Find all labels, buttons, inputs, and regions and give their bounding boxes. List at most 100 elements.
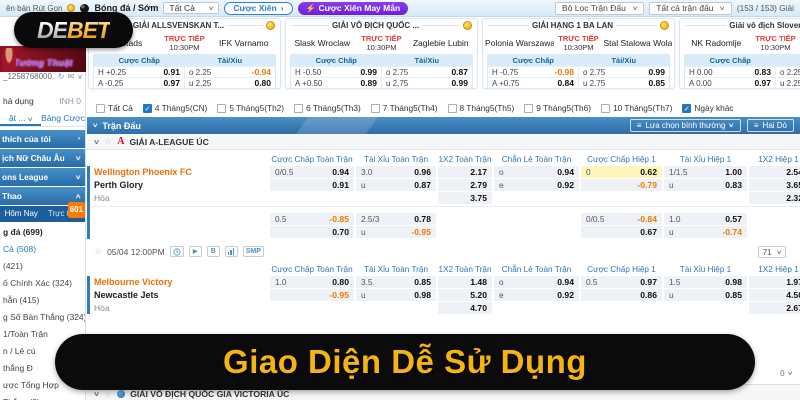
odds-cell[interactable]: 0.5 -0.85 (270, 213, 354, 225)
sidebar-market-item[interactable]: hẵn (415) (3, 294, 40, 305)
over-under-odds-cell[interactable]: u 2.25 0.80 (184, 78, 275, 88)
sidebar-market-item[interactable]: g Số Bàn Thắng (324) (3, 311, 86, 322)
match-filter-select[interactable]: Bộ Lọc Trận Đấu ∨ (555, 1, 645, 15)
two-line-mode-button[interactable]: ≡ Hai Dò (746, 119, 794, 132)
odds-cell[interactable]: 2.5/3 0.78 (356, 213, 436, 225)
over-under-odds-cell[interactable]: u 2.75 0.85 (578, 78, 669, 88)
odds-cell[interactable]: 2.79 (438, 179, 492, 191)
checkbox-icon[interactable] (524, 103, 534, 113)
odds-cell[interactable]: 5.20 (438, 289, 492, 301)
clock-icon[interactable] (169, 246, 184, 257)
odds-cell[interactable]: u 0.98 (356, 289, 436, 301)
odds-cell[interactable]: 0/0.5 -0.84 (581, 213, 662, 225)
match-card[interactable]: Giải vô địch Slovenia NK Radomlje TRỰC T… (679, 18, 800, 89)
odds-cell[interactable]: u 0.87 (356, 179, 436, 191)
over-under-odds-cell[interactable]: o 2.75 0.87 (381, 67, 472, 77)
parlay-button[interactable]: Cược Xiên › (224, 1, 293, 15)
checkbox-icon[interactable] (294, 103, 304, 113)
odds-cell[interactable]: e 0.92 (494, 289, 579, 301)
league-section-header[interactable]: ∨ ☆ A GIẢI A-LEAGUE ÚC (87, 134, 800, 150)
odds-cell[interactable]: 3.65 (749, 179, 800, 191)
handicap-odds-cell[interactable]: H -0.75 -0.98 (492, 67, 574, 77)
date-filter-checkbox[interactable]: Tất Cả (96, 103, 133, 113)
odds-cell[interactable]: 1.0 0.80 (270, 276, 354, 288)
odds-cell[interactable]: e 0.92 (494, 179, 579, 191)
market-count-select[interactable]: 71 ∨ (757, 246, 786, 258)
sidebar-menu-button[interactable]: Thao ∧ (0, 187, 85, 205)
sidebar-menu-button[interactable]: thích của tôi › (0, 130, 85, 148)
odds-cell[interactable]: -0.95 (270, 289, 354, 301)
date-filter-checkbox[interactable]: 10 Tháng5(Th7) (601, 103, 672, 113)
checkbox-icon[interactable] (96, 103, 105, 113)
odds-cell[interactable]: u 0.85 (664, 289, 747, 301)
odds-cell[interactable]: 1.48 (438, 276, 492, 288)
sidebar-market-item[interactable]: (421) (3, 260, 23, 271)
match-card[interactable]: GIẢI VÔ ĐỊCH QUỐC ... Slask Wroclaw TRỰC… (285, 18, 478, 89)
chevron-down-icon[interactable]: ∨ (92, 138, 101, 146)
odds-cell[interactable]: o 0.94 (494, 166, 579, 178)
star-icon[interactable]: ☆ (94, 246, 103, 256)
over-under-odds-cell[interactable]: u 2.75 0.99 (381, 78, 472, 88)
odds-cell[interactable]: 4.50 (749, 289, 800, 301)
star-icon[interactable]: ☆ (104, 136, 113, 146)
sidebar-market-item[interactable]: 1/Toàn Trận (3, 328, 48, 339)
date-filter-checkbox[interactable]: ✓ Ngày khác (682, 103, 734, 113)
odds-cell[interactable]: u 0.83 (664, 179, 747, 191)
tab-today[interactable]: Hôm Nay (4, 209, 38, 218)
section-count-select[interactable]: 0 ∨ (780, 369, 794, 378)
refresh-icon[interactable]: ↻ (57, 72, 65, 81)
chevron-down-icon[interactable]: ∨ (91, 123, 99, 129)
sidebar-market-item[interactable]: Thắng (8) (3, 393, 85, 400)
handicap-odds-cell[interactable]: H 0.00 0.83 (689, 67, 771, 77)
handicap-odds-cell[interactable]: H -0.50 0.99 (295, 67, 377, 77)
sidebar-market-item[interactable]: ược Tổng Hợp (3, 379, 59, 390)
over-under-odds-cell[interactable]: o 2.25 -0.94 (184, 67, 275, 77)
star-icon[interactable]: ☆ (104, 388, 113, 399)
stat-b-icon[interactable]: B (206, 246, 220, 257)
checkbox-icon[interactable] (447, 103, 457, 113)
match-card[interactable]: GIẢI HẠNG 1 BA LAN Polonia Warszawa TRỰC… (482, 18, 675, 89)
handicap-odds-cell[interactable]: A +0.75 0.84 (492, 78, 574, 88)
sidebar-market-item[interactable]: Cả (508) (3, 243, 37, 254)
chevron-down-icon[interactable]: ∨ (92, 391, 101, 398)
lucky-parlay-button[interactable]: ⚡ Cược Xiên May Mắn (297, 1, 409, 15)
sidebar-menu-button[interactable]: ịch Nữ Châu Âu ∨ (0, 149, 85, 167)
over-under-odds-cell[interactable]: o 2.75 0.99 (578, 67, 669, 77)
account-row[interactable]: _1258768000... ↻ ✉ ∨ (3, 72, 83, 81)
odds-cell[interactable]: 3.75 (438, 192, 492, 204)
odds-cell[interactable]: 2.67 (749, 302, 800, 314)
odds-cell[interactable]: 3.5 0.85 (356, 276, 436, 288)
sidebar-market-item[interactable]: n / Lẻ cú (3, 345, 36, 356)
odds-cell[interactable]: -0.79 (581, 179, 662, 191)
tab-bet[interactable]: ật ... ∨ (0, 111, 42, 126)
sidebar-market-item[interactable]: ố Chính Xác (324) (3, 277, 72, 288)
display-mode-select[interactable]: ≡ Lựa chọn bình thường ∨ (629, 119, 741, 132)
odds-cell[interactable]: 2.32 (749, 192, 800, 204)
date-filter-checkbox[interactable]: 7 Tháng5(Th4) (370, 103, 438, 113)
odds-cell[interactable]: 3.0 0.96 (356, 166, 436, 178)
odds-cell[interactable]: 1.97 (749, 276, 800, 288)
tab-live[interactable]: Trực tiếp 601 (43, 202, 85, 222)
odds-cell[interactable]: 4.70 (438, 302, 492, 314)
odds-cell[interactable]: 0/0.5 0.94 (270, 166, 354, 178)
odds-cell[interactable]: u -0.95 (356, 226, 436, 238)
all-matches-select[interactable]: Tất cả trận đấu ∨ (649, 1, 732, 15)
chevron-down-icon[interactable]: ∨ (77, 72, 83, 81)
over-under-odds-cell[interactable]: u 2.25 (775, 78, 800, 88)
checkbox-icon[interactable] (601, 103, 610, 113)
checkbox-icon[interactable]: ✓ (682, 103, 692, 113)
odds-cell[interactable]: o 0.94 (494, 276, 579, 288)
checkbox-icon[interactable]: ✓ (142, 103, 152, 113)
odds-cell[interactable]: 0.91 (270, 179, 354, 191)
date-filter-checkbox[interactable]: 5 Tháng5(Th2) (217, 103, 284, 113)
checkbox-icon[interactable] (370, 103, 380, 113)
odds-cell[interactable]: 0.5 0.97 (581, 276, 662, 288)
compact-version-label[interactable]: ên bản Rút Gọn (6, 3, 63, 13)
odds-cell[interactable]: 0.70 (270, 226, 354, 238)
match-type-select[interactable]: Tất Cả ∨ (163, 2, 220, 14)
odds-cell[interactable]: 2.54 (749, 166, 800, 178)
sidebar-market-item[interactable]: g đá (699) (3, 226, 43, 237)
handicap-odds-cell[interactable]: A 0.00 0.97 (689, 78, 771, 88)
date-filter-checkbox[interactable]: 9 Tháng5(Th6) (524, 103, 591, 113)
handicap-odds-cell[interactable]: A -0.25 0.97 (98, 78, 180, 88)
